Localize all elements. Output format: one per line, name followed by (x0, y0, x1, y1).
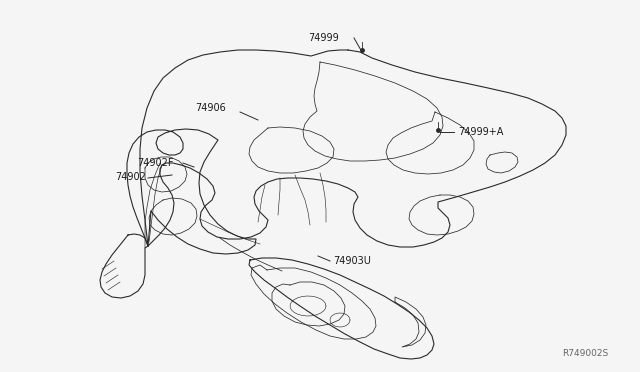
Text: 74902: 74902 (115, 172, 146, 182)
Text: 74906: 74906 (195, 103, 226, 113)
Text: 74999: 74999 (308, 33, 339, 43)
Text: 74902F: 74902F (137, 158, 173, 168)
Text: 74903U: 74903U (333, 256, 371, 266)
Text: 74999+A: 74999+A (458, 127, 504, 137)
Text: R749002S: R749002S (562, 349, 608, 358)
